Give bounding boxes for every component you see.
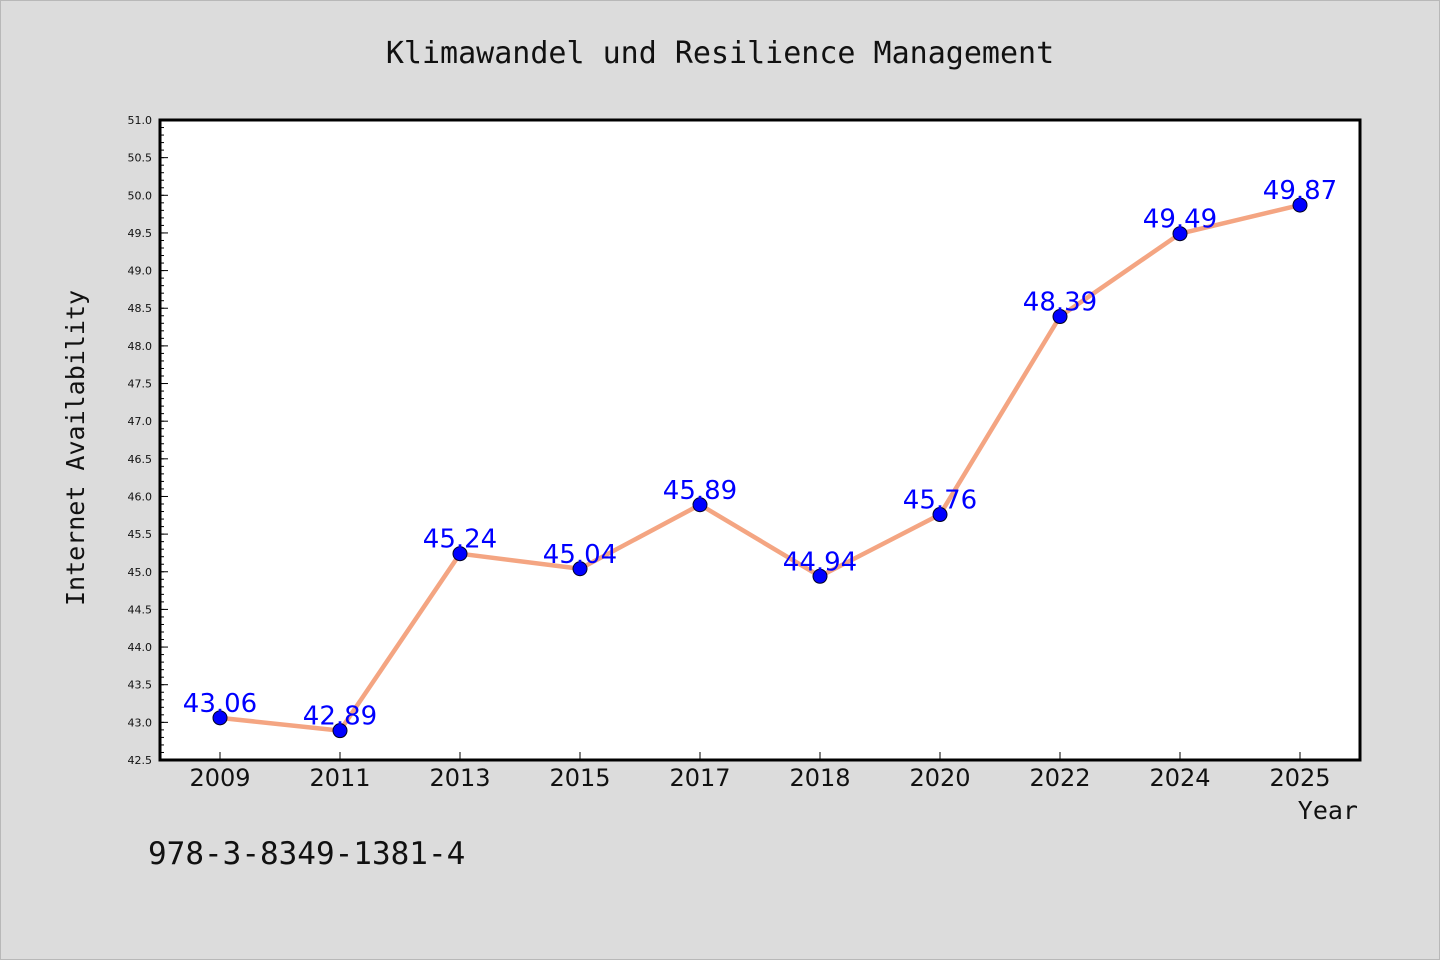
x-tick-label: 2024 [1149,764,1210,792]
data-label: 49.49 [1143,205,1217,235]
x-tick-label: 2020 [909,764,970,792]
y-tick-label: 44.5 [128,603,153,616]
data-label: 49.87 [1263,176,1337,206]
y-tick-label: 50.5 [128,152,153,165]
data-label: 45.89 [663,476,737,506]
x-tick-label: 2013 [429,764,490,792]
x-tick-label: 2018 [789,764,850,792]
data-label: 48.39 [1023,288,1097,318]
y-tick-label: 47.5 [128,378,153,391]
y-tick-label: 43.0 [128,716,153,729]
y-tick-label: 47.0 [128,415,153,428]
x-tick-label: 2011 [309,764,370,792]
data-label: 42.89 [303,702,377,732]
x-tick-label: 2025 [1269,764,1330,792]
data-label: 43.06 [183,689,257,719]
series-markers [212,197,1308,739]
data-point [932,507,948,523]
y-tick-label: 42.5 [128,754,153,767]
plot-frame [158,118,1362,762]
x-tick-label: 2015 [549,764,610,792]
data-label: 45.24 [423,525,497,555]
y-tick-label: 43.5 [128,679,153,692]
y-tick-label: 48.0 [128,340,153,353]
x-axis: 2009 2011 2013 2015 2017 2018 2020 2022 2024 2025 [189,752,1331,792]
x-axis-title: Year [1298,796,1358,825]
chart-title: Klimawandel und Resilience Management [386,36,1054,71]
y-axis-title: Internet Availability [61,290,90,606]
y-tick-label: 50.0 [128,189,153,202]
data-point [572,561,588,577]
x-tick-label: 2009 [189,764,250,792]
data-point [1052,309,1068,325]
data-point [332,723,348,739]
data-point [692,497,708,513]
data-point [812,568,828,584]
y-tick-label: 49.0 [128,265,153,278]
y-tick-label: 51.0 [128,114,153,127]
data-point [212,710,228,726]
data-label: 44.94 [783,547,857,577]
y-tick-label: 44.0 [128,641,153,654]
y-tick-label: 48.5 [128,302,153,315]
y-tick-label: 45.0 [128,566,153,579]
x-tick-label: 2022 [1029,764,1090,792]
y-axis: 42.5 43.0 43.5 44.0 44.5 45.0 45.5 46.0 46.5 47.0… [128,114,168,767]
isbn-annotation: 978-3-8349-1381-4 [148,836,465,872]
y-tick-label: 46.0 [128,490,153,503]
data-label: 45.76 [903,486,977,516]
y-tick-label: 45.5 [128,528,153,541]
data-point [1172,226,1188,242]
x-tick-label: 2017 [669,764,730,792]
plot-area [160,120,1360,760]
y-tick-label: 49.5 [128,227,153,240]
y-tick-label: 46.5 [128,453,153,466]
data-labels: 43.06 42.89 45.24 45.04 45.89 44.94 45.76 48.39… [183,176,1337,732]
data-point [1292,197,1308,213]
data-point [452,546,468,562]
series-line [217,202,1303,733]
data-label: 45.04 [543,540,617,570]
